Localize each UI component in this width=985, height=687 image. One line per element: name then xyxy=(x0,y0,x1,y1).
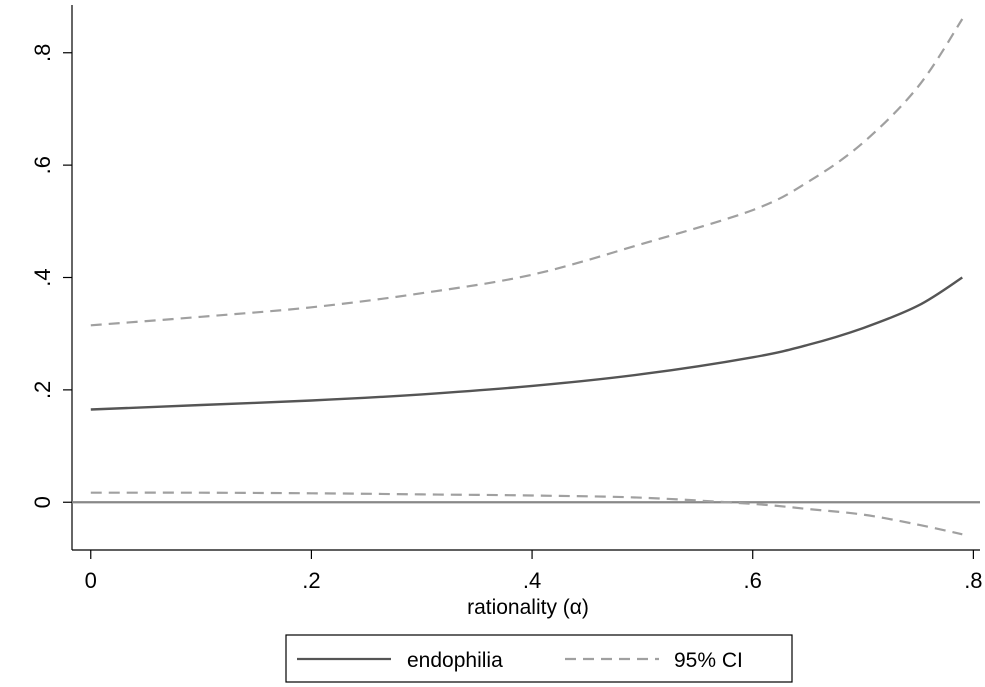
x-tick-label: .4 xyxy=(523,568,541,593)
y-tick-label: .4 xyxy=(30,268,55,286)
x-axis-title: rationality (α) xyxy=(467,596,589,619)
legend-label-endophilia: endophilia xyxy=(407,649,503,672)
x-tick-label: 0 xyxy=(85,568,97,593)
endophilia-line xyxy=(90,276,963,411)
y-tick-label: .8 xyxy=(30,44,55,62)
ci-upper-line xyxy=(90,18,964,327)
ci-lower-line xyxy=(90,491,963,536)
x-axis: 0 .2 .4 .6 .8 xyxy=(85,550,983,593)
y-tick-label: .6 xyxy=(30,156,55,174)
legend: endophilia 95% CI xyxy=(285,634,793,683)
plot-frame xyxy=(71,5,980,551)
series-layer xyxy=(72,18,980,536)
legend-label-ci: 95% CI xyxy=(674,649,743,672)
y-axis: 0 .2 .4 .6 .8 xyxy=(30,44,72,508)
x-tick-label: .8 xyxy=(964,568,982,593)
y-tick-label: 0 xyxy=(30,496,55,508)
x-tick-label: .2 xyxy=(302,568,320,593)
x-tick-label: .6 xyxy=(744,568,762,593)
y-tick-label: .2 xyxy=(30,381,55,399)
